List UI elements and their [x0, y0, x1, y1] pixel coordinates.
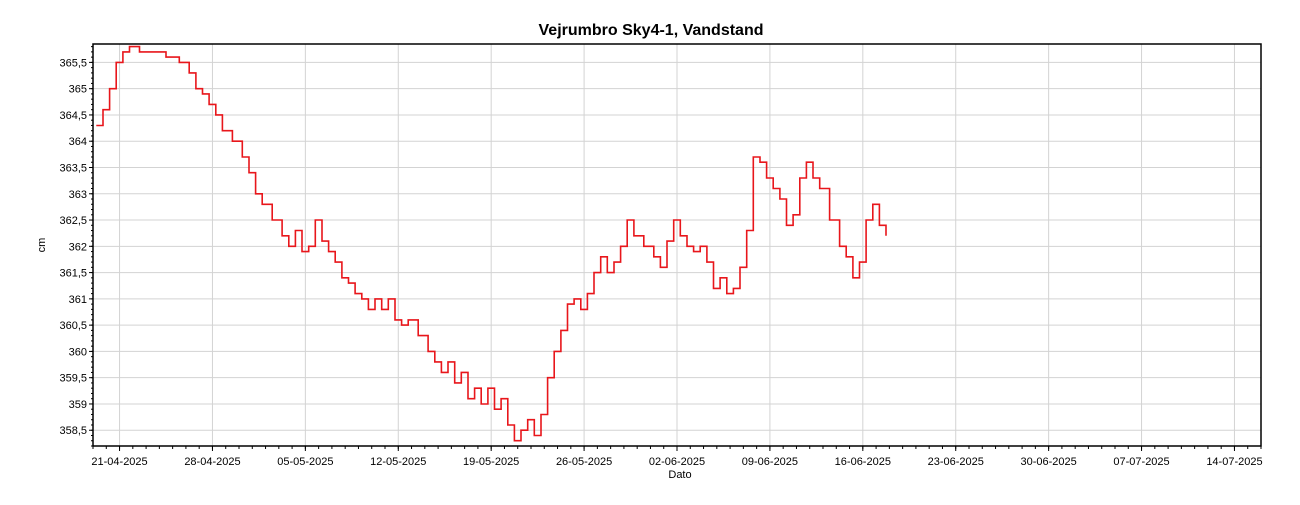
x-tick-label: 16-06-2025 — [835, 456, 891, 468]
y-tick-label: 362,5 — [59, 215, 87, 227]
y-tick-label: 364,5 — [59, 110, 87, 122]
y-tick-label: 360 — [69, 346, 87, 358]
y-tick-label: 360,5 — [59, 320, 87, 332]
y-tick-label: 364 — [69, 136, 87, 148]
y-tick-label: 361 — [69, 294, 87, 306]
x-tick-label: 30-06-2025 — [1020, 456, 1076, 468]
x-tick-label: 12-05-2025 — [370, 456, 426, 468]
x-tick-label: 19-05-2025 — [463, 456, 519, 468]
y-tick-label: 365,5 — [59, 57, 87, 69]
y-tick-label: 361,5 — [59, 268, 87, 280]
x-tick-label: 23-06-2025 — [928, 456, 984, 468]
chart-title: Vejrumbro Sky4-1, Vandstand — [539, 22, 764, 39]
y-tick-label: 363,5 — [59, 162, 87, 174]
x-tick-label: 28-04-2025 — [184, 456, 240, 468]
y-tick-label: 359 — [69, 399, 87, 411]
x-axis-label: Dato — [668, 469, 691, 481]
y-tick-label: 362 — [69, 241, 87, 253]
y-tick-label: 365 — [69, 84, 87, 96]
series-layer — [96, 45, 887, 442]
grid-layer — [93, 44, 1261, 446]
series-line — [96, 45, 887, 442]
y-axis-label: cm — [36, 238, 48, 253]
y-tick-label: 359,5 — [59, 373, 87, 385]
tick-layer: 358,5 359 359,5 360 360,5 361 361,5 362 362,5 363… — [59, 46, 1263, 468]
x-tick-label: 07-07-2025 — [1113, 456, 1169, 468]
x-tick-label: 26-05-2025 — [556, 456, 612, 468]
y-tick-label: 363 — [69, 189, 87, 201]
y-tick-label: 358,5 — [59, 425, 87, 437]
x-tick-label: 02-06-2025 — [649, 456, 705, 468]
x-tick-label: 09-06-2025 — [742, 456, 798, 468]
x-tick-label: 21-04-2025 — [91, 456, 147, 468]
x-tick-label: 05-05-2025 — [277, 456, 333, 468]
x-tick-label: 14-07-2025 — [1206, 456, 1262, 468]
